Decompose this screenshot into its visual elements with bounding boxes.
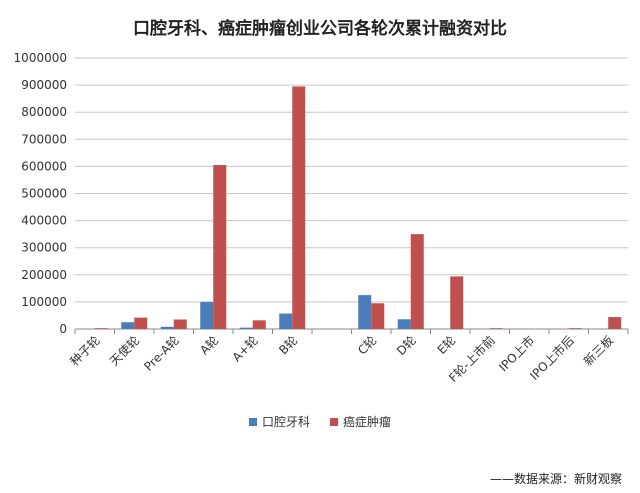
bar-dental xyxy=(397,319,411,329)
bar-cancer xyxy=(252,320,266,329)
x-tick-label: A+轮 xyxy=(230,333,261,364)
legend-label: 癌症肿瘤 xyxy=(343,415,392,429)
x-tick-label: 新三板 xyxy=(580,333,616,369)
bar-cancer xyxy=(134,317,148,329)
bar-cancer xyxy=(371,303,385,329)
legend-swatch xyxy=(248,417,257,426)
y-tick-label: 0 xyxy=(59,322,67,336)
y-tick-label: 300000 xyxy=(21,241,67,255)
legend-label: 口腔牙科 xyxy=(261,415,310,429)
bar-cancer xyxy=(608,317,622,329)
bar-cancer xyxy=(450,276,464,329)
bar-cancer xyxy=(213,165,227,329)
y-tick-label: 200000 xyxy=(21,268,67,282)
bar-dental xyxy=(121,322,135,329)
bar-cancer xyxy=(292,86,306,329)
x-tick-label: A轮 xyxy=(197,333,221,357)
legend-item-dental: 口腔牙科 xyxy=(248,413,310,430)
chart-title: 口腔牙科、癌症肿瘤创业公司各轮次累计融资对比 xyxy=(133,19,507,39)
x-tick-label: 天使轮 xyxy=(106,333,142,369)
source-note: ——数据来源：新财观察 xyxy=(489,472,622,486)
x-tick-label: D轮 xyxy=(394,333,419,358)
y-tick-label: 100000 xyxy=(21,295,67,309)
legend: 口腔牙科 癌症肿瘤 xyxy=(0,413,640,430)
legend-item-cancer: 癌症肿瘤 xyxy=(330,413,391,430)
x-tick-label: Pre-A轮 xyxy=(141,333,182,374)
bar-dental xyxy=(200,301,214,329)
bar-cancer xyxy=(94,328,108,329)
y-tick-label: 700000 xyxy=(21,132,67,146)
legend-swatch xyxy=(330,417,338,426)
x-tick-label: E轮 xyxy=(435,333,459,357)
bar-cancer xyxy=(173,319,187,329)
x-tick-label: C轮 xyxy=(355,333,379,357)
y-tick-label: 1000000 xyxy=(14,51,67,65)
x-tick-label: 种子轮 xyxy=(68,333,103,368)
x-tick-label: B轮 xyxy=(276,333,300,357)
bar-dental xyxy=(279,313,293,329)
bar-cancer xyxy=(568,328,582,329)
y-tick-label: 600000 xyxy=(21,159,67,173)
bar-cancer xyxy=(489,328,503,329)
bar-cancer xyxy=(410,234,424,329)
bar-dental xyxy=(239,327,253,329)
bar-dental xyxy=(358,295,372,329)
y-tick-label: 400000 xyxy=(21,214,67,228)
bar-dental xyxy=(160,326,174,329)
y-tick-label: 900000 xyxy=(21,78,67,92)
y-tick-label: 800000 xyxy=(21,105,67,119)
y-tick-label: 500000 xyxy=(21,187,67,201)
